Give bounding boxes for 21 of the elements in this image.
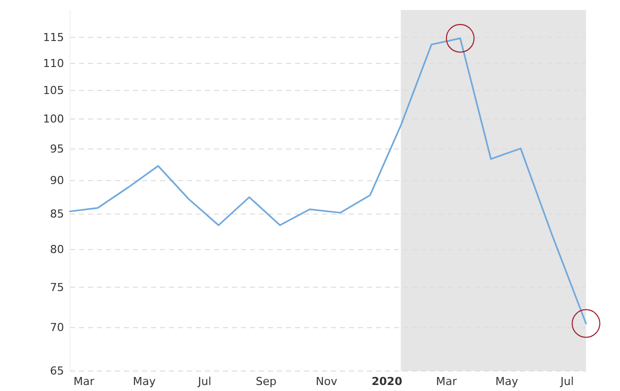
y-tick-label: 80 [50, 243, 64, 256]
x-tick-label: Mar [436, 374, 458, 388]
x-tick-label: May [132, 374, 156, 388]
y-tick-label: 75 [50, 280, 64, 294]
line-series [69, 38, 587, 324]
x-tick-label: Nov [316, 374, 338, 388]
y-tick-label: 90 [50, 174, 64, 188]
x-tick-label: Mar [73, 374, 95, 388]
x-tick-label: Jul [197, 374, 212, 388]
x-tick-label: Sep [256, 374, 276, 388]
y-tick-label: 100 [43, 112, 64, 126]
x-tick-label: 2020 [372, 374, 403, 388]
x-tick-label: May [495, 374, 519, 388]
y-tick-label: 110 [43, 56, 64, 70]
y-tick-label: 85 [50, 208, 64, 221]
x-tick-label: Jul [560, 374, 574, 388]
y-tick-label: 95 [50, 142, 64, 156]
y-tick-label: 65 [50, 364, 64, 378]
y-tick-label: 115 [43, 30, 64, 44]
y-tick-label: 105 [43, 84, 64, 98]
y-tick-label: 70 [50, 321, 64, 334]
